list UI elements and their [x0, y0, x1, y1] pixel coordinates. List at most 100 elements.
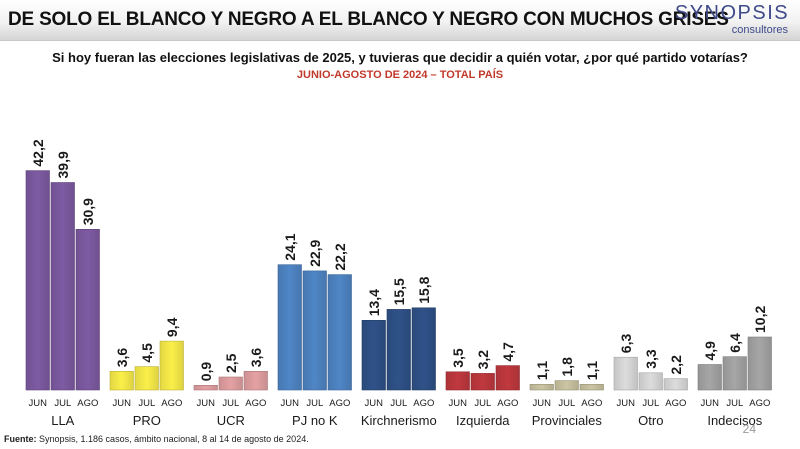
value-label-provinciales-jun: 1,1	[534, 361, 550, 381]
synopsis-logo: SYNOPSIS consultores	[672, 2, 792, 38]
value-label-ucr-ago: 3,6	[248, 348, 264, 368]
bar-pj-no-k-jul	[302, 270, 327, 391]
month-label-pro-jun: JUN	[113, 398, 132, 409]
category-label-kirchnerismo: Kirchnerismo	[361, 413, 437, 428]
value-label-indecisos-jun: 4,9	[702, 341, 718, 361]
month-label-otro-jul: JUL	[642, 398, 659, 409]
value-label-kirchnerismo-ago: 15,8	[416, 276, 432, 303]
bar-otro-ago	[663, 378, 688, 391]
category-label-pj-no-k: PJ no K	[292, 413, 338, 428]
value-label-pj-no-k-ago: 22,2	[332, 243, 348, 270]
month-label-pj-no-k-ago: AGO	[329, 398, 350, 409]
logo-subtitle: consultores	[731, 24, 788, 36]
chart-subtitle: JUNIO-AGOSTO DE 2024 – TOTAL PAÍS	[296, 69, 504, 81]
bar-provinciales-jun	[529, 383, 554, 391]
page-number: 24	[742, 422, 756, 436]
bar-otro-jun	[613, 356, 638, 391]
bar-pro-jun	[109, 370, 134, 391]
month-label-lla-jun: JUN	[29, 398, 48, 409]
month-label-kirchnerismo-ago: AGO	[413, 398, 434, 409]
value-label-pro-jun: 3,6	[114, 348, 130, 368]
value-label-otro-jul: 3,3	[643, 349, 659, 369]
month-label-pro-ago: AGO	[161, 398, 182, 409]
month-label-indecisos-ago: AGO	[749, 398, 770, 409]
value-label-lla-jun: 42,2	[30, 139, 46, 166]
month-label-ucr-jul: JUL	[222, 398, 239, 409]
value-label-kirchnerismo-jul: 15,5	[391, 278, 407, 305]
bar-pro-ago	[159, 340, 184, 391]
value-label-lla-ago: 30,9	[80, 198, 96, 225]
headline: DE SOLO EL BLANCO Y NEGRO A EL BLANCO Y …	[8, 9, 729, 30]
bar-pro-jul	[134, 366, 159, 391]
bar-lla-ago	[75, 229, 100, 391]
value-label-otro-jun: 6,3	[618, 334, 634, 354]
month-label-provinciales-jun: JUN	[533, 398, 552, 409]
value-label-izquierda-ago: 4,7	[500, 342, 516, 362]
month-label-kirchnerismo-jun: JUN	[365, 398, 384, 409]
bar-pj-no-k-ago	[327, 274, 352, 391]
month-label-otro-ago: AGO	[665, 398, 686, 409]
bar-ucr-ago	[243, 370, 268, 391]
chart-question: Si hoy fueran las elecciones legislativa…	[52, 50, 748, 65]
month-label-izquierda-ago: AGO	[497, 398, 518, 409]
value-label-izquierda-jun: 3,5	[450, 348, 466, 368]
value-label-pj-no-k-jul: 22,9	[307, 239, 323, 266]
month-label-lla-ago: AGO	[77, 398, 98, 409]
category-label-indecisos: Indecisos	[707, 413, 762, 428]
month-label-lla-jul: JUL	[54, 398, 71, 409]
bar-izquierda-jun	[445, 371, 470, 391]
bar-izquierda-jul	[470, 373, 495, 391]
month-label-izquierda-jul: JUL	[474, 398, 491, 409]
bar-indecisos-jul	[722, 356, 747, 391]
month-label-kirchnerismo-jul: JUL	[390, 398, 407, 409]
value-label-ucr-jun: 0,9	[198, 362, 214, 382]
bar-provinciales-ago	[579, 383, 604, 391]
value-label-otro-ago: 2,2	[668, 355, 684, 375]
bar-kirchnerismo-ago	[411, 307, 436, 391]
bar-otro-jul	[638, 372, 663, 391]
month-label-indecisos-jul: JUL	[726, 398, 743, 409]
month-label-provinciales-jul: JUL	[558, 398, 575, 409]
month-label-indecisos-jun: JUN	[701, 398, 720, 409]
bar-indecisos-ago	[747, 336, 772, 391]
source-label: Fuente:	[4, 434, 37, 444]
bar-lla-jun	[25, 170, 50, 391]
month-label-provinciales-ago: AGO	[581, 398, 602, 409]
category-label-provinciales: Provinciales	[532, 413, 603, 428]
value-label-pro-jul: 4,5	[139, 343, 155, 363]
month-label-pj-no-k-jul: JUL	[306, 398, 323, 409]
bar-indecisos-jun	[697, 364, 722, 391]
value-label-provinciales-ago: 1,1	[584, 361, 600, 381]
bar-provinciales-jul	[554, 380, 579, 391]
value-label-indecisos-jul: 6,4	[727, 333, 743, 353]
month-label-pro-jul: JUL	[138, 398, 155, 409]
category-label-ucr: UCR	[217, 413, 245, 428]
bar-kirchnerismo-jul	[386, 309, 411, 391]
logo-name: SYNOPSIS	[674, 2, 790, 24]
source-note: Fuente: Synopsis, 1.186 casos, ámbito na…	[4, 434, 309, 444]
month-label-ucr-jun: JUN	[197, 398, 216, 409]
source-text: Synopsis, 1.186 casos, ámbito nacional, …	[39, 434, 309, 444]
month-label-otro-jun: JUN	[617, 398, 636, 409]
bar-kirchnerismo-jun	[361, 319, 386, 391]
value-label-izquierda-jul: 3,2	[475, 350, 491, 370]
value-label-indecisos-ago: 10,2	[752, 306, 768, 333]
category-label-lla: LLA	[51, 413, 74, 428]
bar-ucr-jun	[193, 384, 218, 391]
value-label-lla-jul: 39,9	[55, 151, 71, 178]
value-label-kirchnerismo-jun: 13,4	[366, 289, 382, 316]
value-label-ucr-jul: 2,5	[223, 353, 239, 373]
bar-ucr-jul	[218, 376, 243, 391]
category-label-izquierda: Izquierda	[456, 413, 510, 428]
category-label-otro: Otro	[638, 413, 663, 428]
month-label-pj-no-k-jun: JUN	[281, 398, 300, 409]
month-label-ucr-ago: AGO	[245, 398, 266, 409]
value-label-pj-no-k-jun: 24,1	[282, 233, 298, 260]
value-label-provinciales-jul: 1,8	[559, 357, 575, 377]
bar-lla-jul	[50, 182, 75, 391]
header-bar: DE SOLO EL BLANCO Y NEGRO A EL BLANCO Y …	[0, 0, 800, 41]
bar-pj-no-k-jun	[277, 264, 302, 391]
bar-izquierda-ago	[495, 365, 520, 391]
category-label-pro: PRO	[133, 413, 161, 428]
